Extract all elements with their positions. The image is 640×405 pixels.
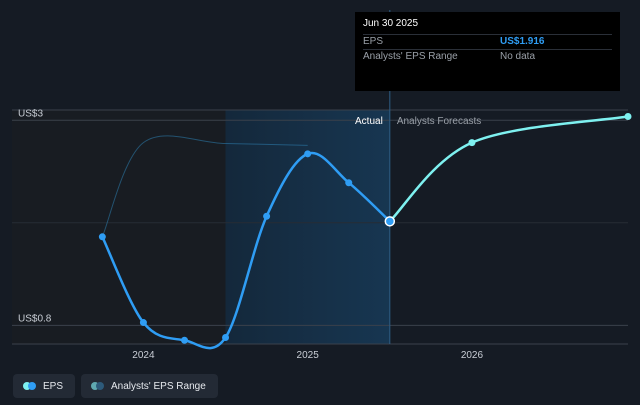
eps-point [263,212,271,220]
eps-chart: US$3 US$0.8 2024 2025 2026 Actual Analysts For… [12,10,632,361]
x-tick-label: 2025 [297,350,320,361]
highlight-region [225,110,390,344]
eps-forecast-point [624,113,632,121]
legend-range-label: Analysts' EPS Range [111,380,206,392]
range-legend-icon [91,382,105,390]
tooltip-row-eps: EPS US$1.916 [363,34,612,49]
legend-item-eps[interactable]: EPS [13,374,76,398]
legend-item-range[interactable]: Analysts' EPS Range [81,374,218,398]
tooltip-eps-label: EPS [363,36,384,47]
legend: EPS Analysts' EPS Range [13,374,218,398]
x-tick-label: 2026 [461,350,484,361]
tooltip-date: Jun 30 2025 [363,18,419,29]
x-tick-label: 2024 [132,350,155,361]
forecast-label: Analysts Forecasts [397,116,481,127]
eps-point [345,179,353,187]
tooltip-row-range: Analysts' EPS Range No data [363,49,612,64]
past-region [12,110,226,344]
legend-eps-label: EPS [43,380,64,392]
eps-point [222,333,230,341]
tooltip: Jun 30 2025 EPS US$1.916 Analysts' EPS R… [355,12,620,91]
eps-forecast-line [388,115,629,223]
actual-label: Actual [355,116,383,127]
tooltip-range-value: No data [500,51,536,62]
tooltip-range-label: Analysts' EPS Range [363,51,458,62]
eps-point [180,336,188,344]
eps-point [304,150,312,158]
y-axis-label: US$0.8 [18,313,52,324]
eps-point [139,319,147,327]
eps-forecast-point [468,139,476,147]
y-axis-label: US$3 [18,108,43,119]
range-line [101,135,308,237]
eps-selected-point [384,216,396,227]
eps-point [98,233,106,241]
eps-legend-icon [23,382,37,390]
tooltip-eps-value: US$1.916 [500,36,545,47]
